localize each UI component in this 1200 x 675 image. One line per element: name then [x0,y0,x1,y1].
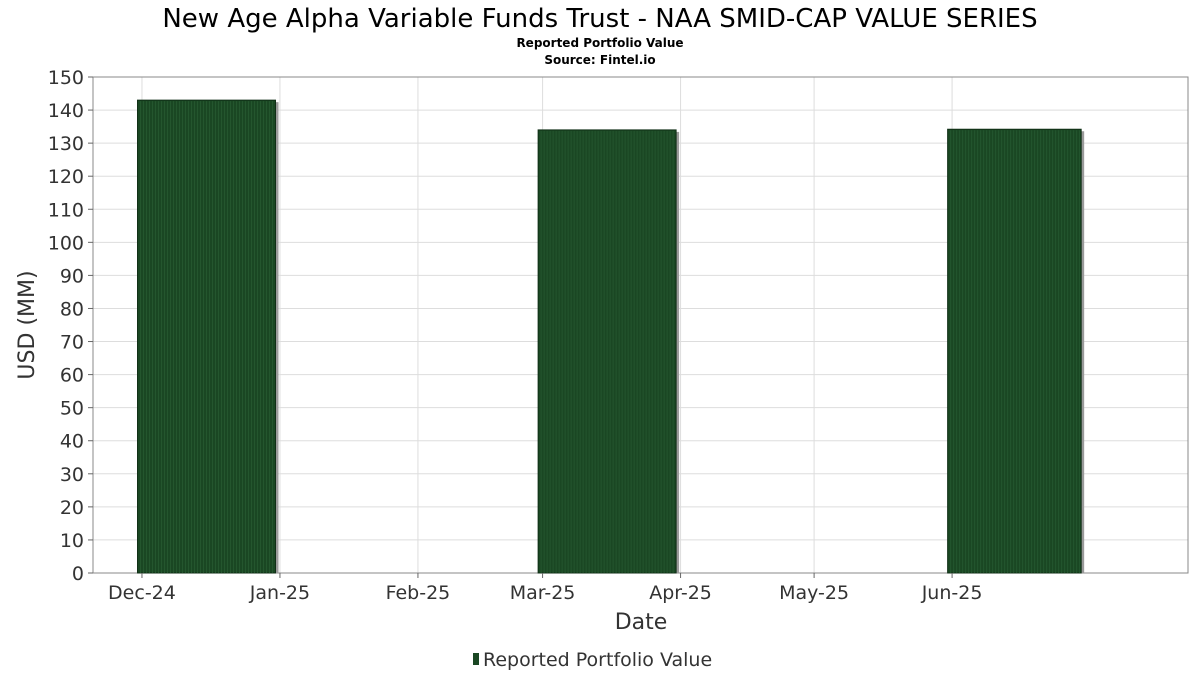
chart-title: New Age Alpha Variable Funds Trust - NAA… [162,4,1037,34]
y-tick-label: 130 [48,133,84,155]
y-tick-label: 20 [60,497,84,519]
x-tick-label: Apr-25 [649,582,712,604]
chart-source: Source: Fintel.io [544,53,655,67]
y-axis: 0 10 20 30 40 50 60 70 80 90 100 110 120 130 140 150 [48,67,93,585]
y-tick-label: 50 [60,398,84,420]
y-tick-label: 60 [60,365,84,387]
x-axis-title: Date [615,610,668,635]
y-tick-label: 70 [60,332,84,354]
y-tick-label: 80 [60,298,84,320]
y-tick-label: 100 [48,232,84,254]
chart-subtitle: Reported Portfolio Value [516,36,683,50]
y-axis-title: USD (MM) [15,270,40,379]
y-tick-label: 10 [60,530,84,552]
y-tick-label: 0 [72,563,84,585]
y-tick-label: 140 [48,100,84,122]
x-tick-label: Feb-25 [386,582,451,604]
legend-label: Reported Portfolio Value [483,649,712,671]
y-tick-label: 40 [60,431,84,453]
y-tick-label: 30 [60,464,84,486]
y-tick-label: 110 [48,199,84,221]
y-tick-label: 150 [48,67,84,89]
x-tick-label: Jun-25 [921,582,983,604]
x-tick-label: Dec-24 [108,582,176,604]
legend-swatch [473,653,479,665]
legend: Reported Portfolio Value [473,649,712,671]
y-tick-label: 90 [60,265,84,287]
x-tick-label: May-25 [779,582,849,604]
x-axis: Dec-24 Jan-25 Feb-25 Mar-25 Apr-25 May-25 Jun-… [108,573,982,604]
bars [137,99,1085,574]
y-tick-label: 120 [48,166,84,188]
x-tick-label: Mar-25 [510,582,576,604]
x-tick-label: Jan-25 [249,582,310,604]
